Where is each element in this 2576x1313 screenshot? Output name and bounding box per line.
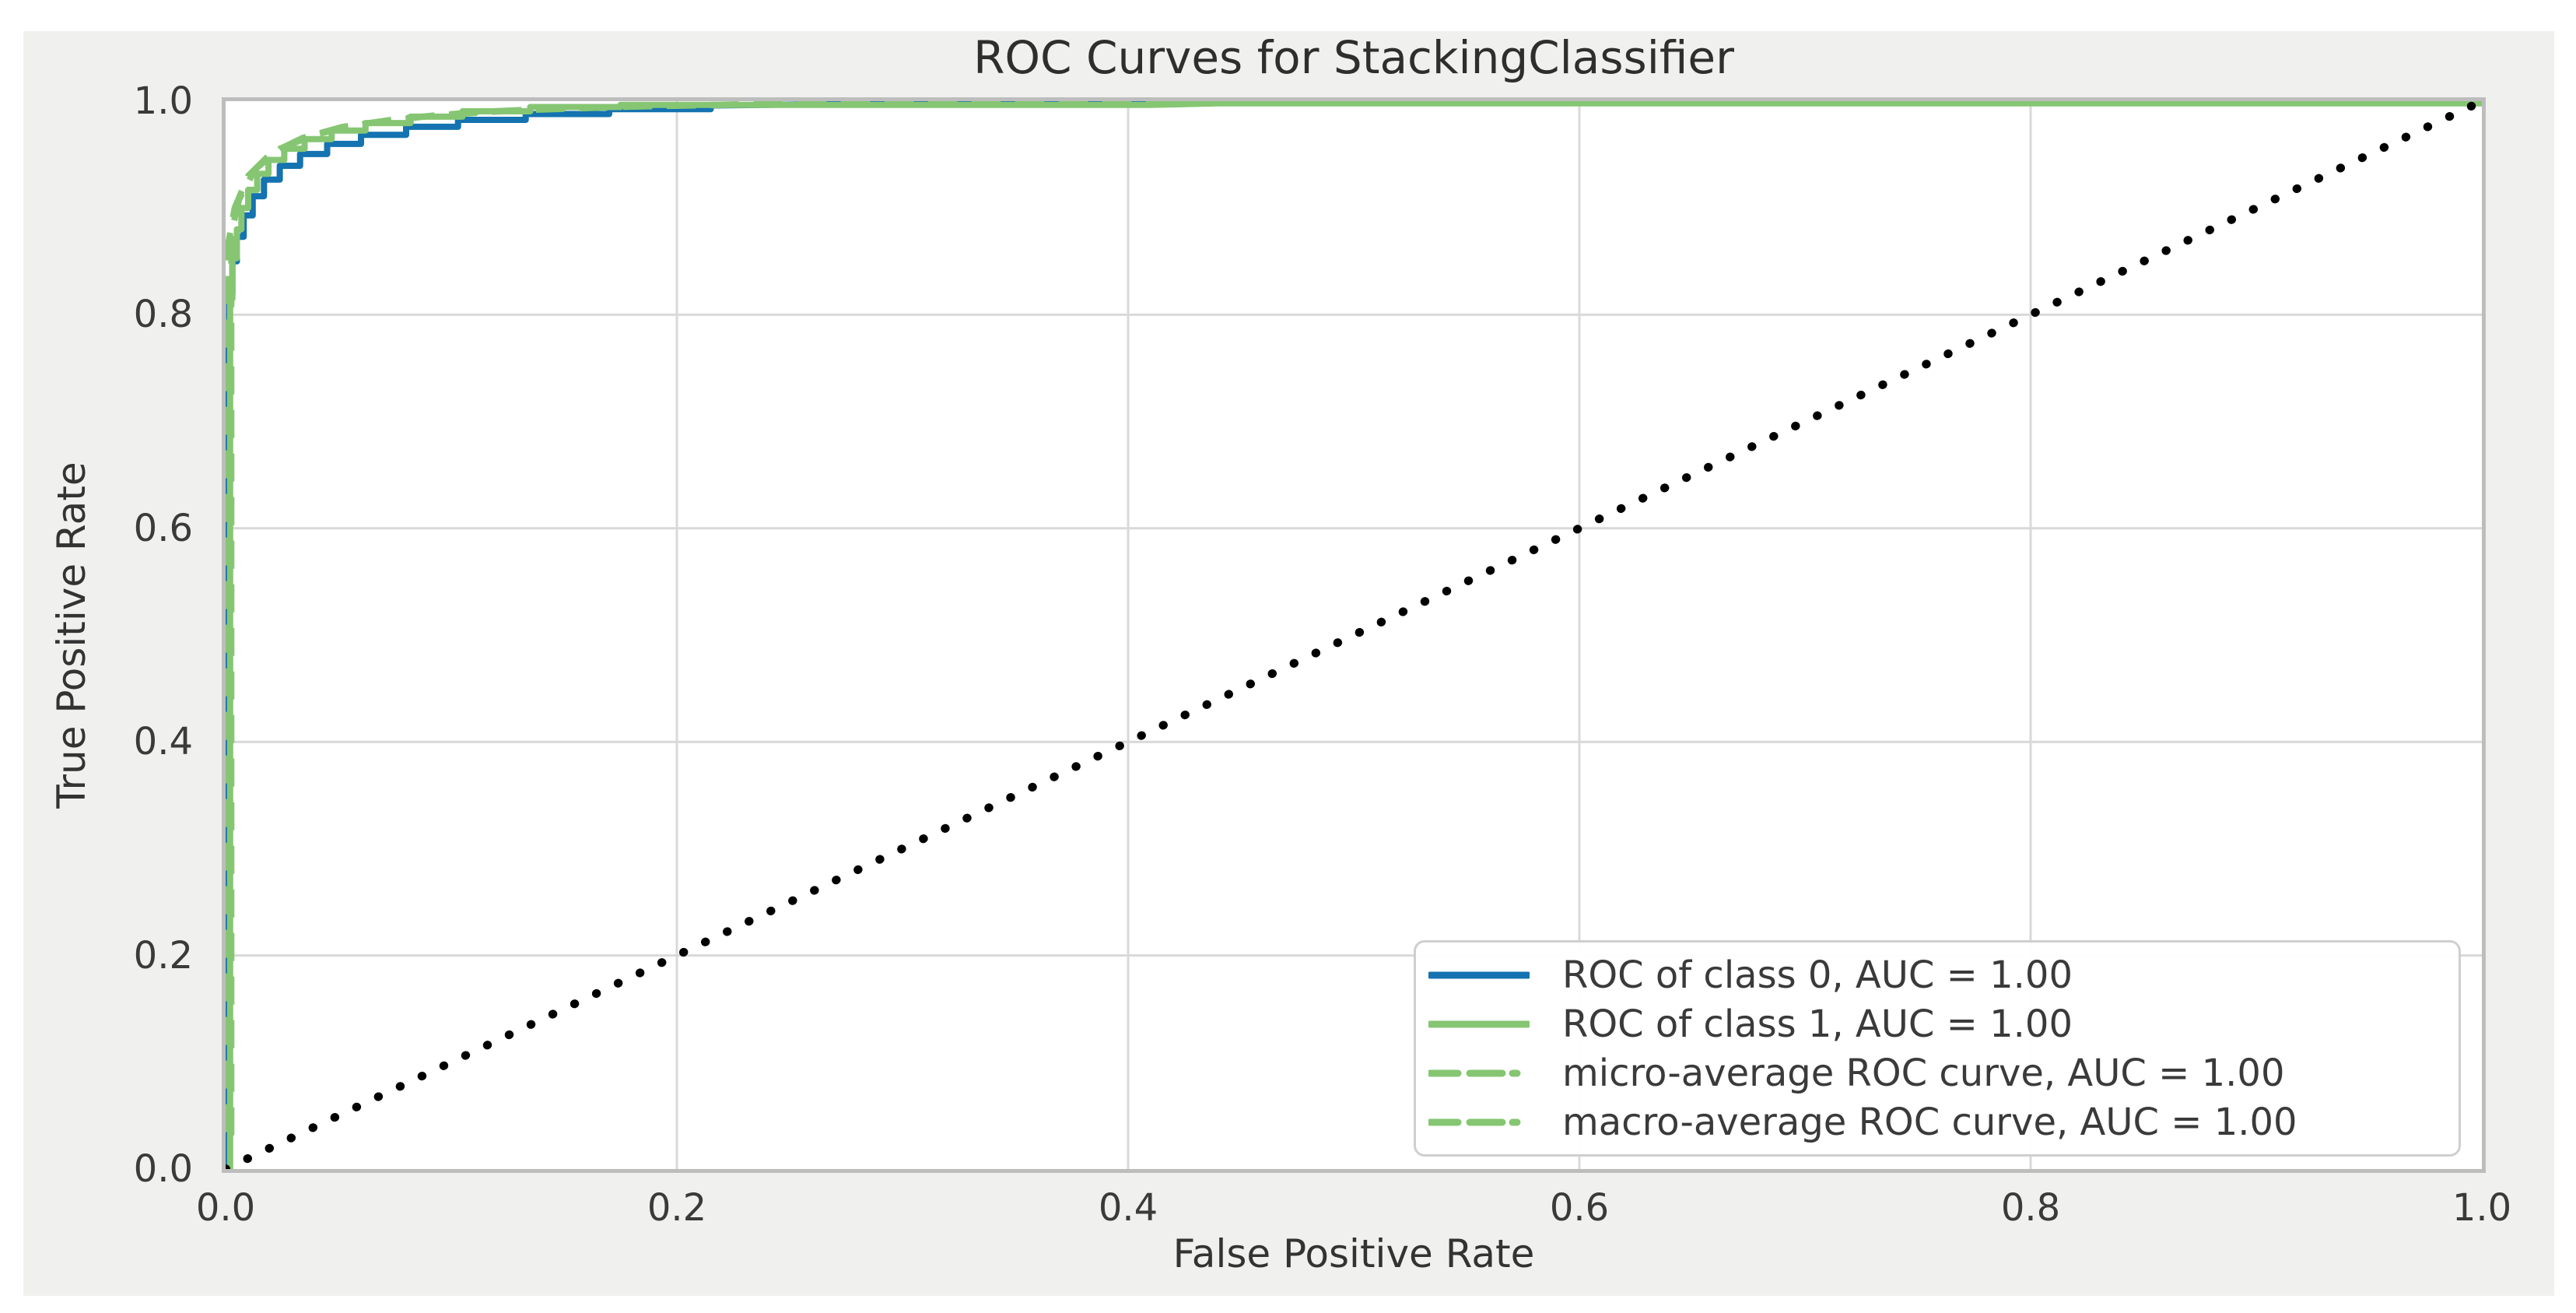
y-tick-label: 0.6 [133, 506, 193, 550]
legend-label: ROC of class 1, AUC = 1.00 [1562, 1002, 2073, 1046]
roc-curve-macro-average [228, 101, 2482, 1137]
chart-title: ROC Curves for StackingClassifier [973, 31, 1734, 84]
x-tick-label: 0.6 [1549, 1186, 1610, 1230]
y-tick-label: 1.0 [133, 79, 193, 123]
legend-entry-micro-average: micro-average ROC curve, AUC = 1.00 [1428, 1051, 2459, 1095]
legend-line-swatch [1428, 1118, 1530, 1125]
legend-entry-roc-class-1: ROC of class 1, AUC = 1.00 [1428, 1002, 2459, 1046]
legend-entry-macro-average: macro-average ROC curve, AUC = 1.00 [1428, 1101, 2459, 1144]
legend: ROC of class 0, AUC = 1.00 ROC of class 1… [1414, 940, 2461, 1157]
x-axis-label: False Positive Rate [1172, 1231, 1535, 1276]
y-tick-label: 0.4 [133, 720, 193, 764]
x-tick-label: 0.4 [1098, 1186, 1158, 1230]
legend-line-swatch [1428, 1069, 1530, 1076]
y-tick-label: 0.2 [133, 933, 193, 978]
legend-line-swatch [1428, 971, 1530, 978]
x-tick-label: 0.8 [2000, 1186, 2061, 1230]
legend-label: macro-average ROC curve, AUC = 1.00 [1562, 1100, 2297, 1144]
x-tick-label: 0.2 [647, 1186, 707, 1230]
legend-entry-roc-class-0: ROC of class 0, AUC = 1.00 [1428, 953, 2459, 997]
x-tick-label: 0.0 [195, 1186, 256, 1230]
x-tick-label: 1.0 [2452, 1186, 2512, 1230]
roc-curve-roc-class-1 [226, 101, 2482, 1169]
legend-label: micro-average ROC curve, AUC = 1.00 [1562, 1051, 2285, 1095]
legend-label: ROC of class 0, AUC = 1.00 [1562, 953, 2073, 997]
legend-line-swatch [1428, 1020, 1530, 1027]
y-tick-label: 0.0 [133, 1147, 193, 1191]
y-tick-label: 0.8 [133, 293, 193, 337]
